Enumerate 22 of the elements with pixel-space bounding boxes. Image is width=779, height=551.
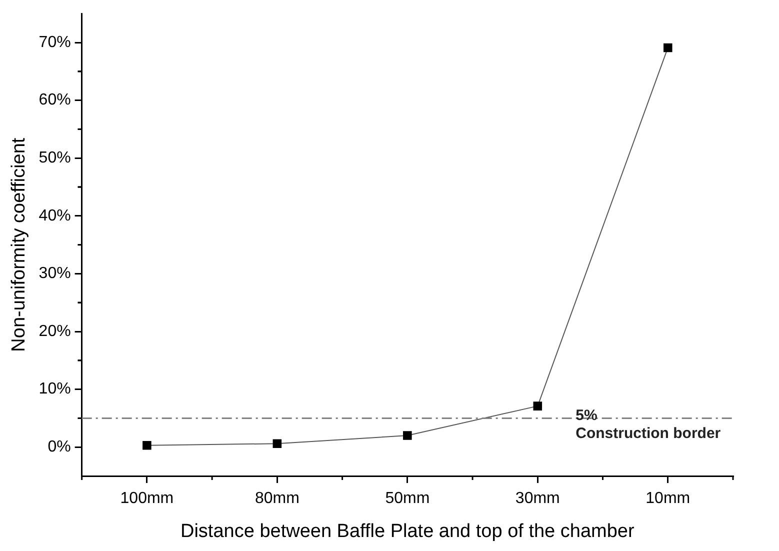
point (663, 43, 672, 52)
point (403, 431, 412, 440)
y-tick-label: 70% (38, 34, 71, 51)
y-tick-label: 30% (38, 265, 71, 282)
annotation: Construction border (576, 424, 721, 442)
x-tick-label: 100mm (120, 490, 174, 508)
x-tick-label: 50mm (385, 490, 430, 508)
y-tick-label: 10% (38, 380, 71, 398)
x-tick-label: 10mm (646, 490, 690, 508)
x-tick-label: 80mm (254, 490, 300, 508)
y-tick-label: 40% (38, 207, 71, 224)
y-tick-label: 60% (38, 92, 71, 109)
y-tick-label: 20% (38, 322, 71, 340)
y-tick-label: 50% (38, 150, 71, 167)
y-tick-label: 0% (48, 438, 71, 456)
point (533, 402, 542, 410)
point (272, 439, 282, 448)
x-tick-label: 30mm (515, 490, 560, 508)
ref-line-label: 5% (576, 406, 598, 424)
y-axis-title: Non-uniformity coefficient (8, 137, 30, 352)
x-axis-title: Distance between Baffle Plate and top of the chamber (180, 520, 635, 542)
point (142, 440, 152, 450)
